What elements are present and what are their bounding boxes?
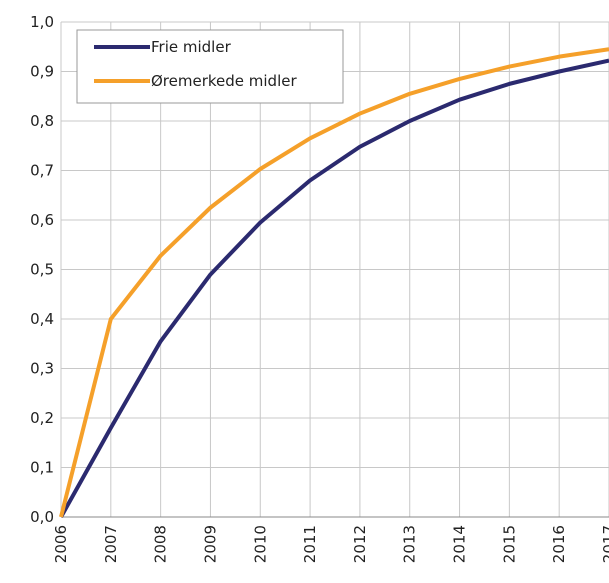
y-tick-label: 0,8	[30, 112, 54, 130]
x-tick-label: 2007	[102, 525, 120, 563]
y-tick-label: 0,6	[30, 211, 54, 229]
x-tick-label: 2006	[52, 525, 70, 563]
y-tick-label: 0,3	[30, 360, 54, 378]
y-tick-label: 0,2	[30, 409, 54, 427]
x-tick-label: 2012	[351, 525, 369, 563]
y-tick-label: 1,0	[30, 13, 54, 31]
y-tick-label: 0,5	[30, 261, 54, 279]
y-tick-label: 0,0	[30, 508, 54, 526]
legend-label: Øremerkede midler	[151, 72, 297, 90]
series-line	[59, 58, 609, 518]
x-tick-label: 2016	[550, 525, 568, 563]
y-tick-label: 0,7	[30, 162, 54, 180]
series-line	[59, 47, 609, 518]
x-tick-label: 2009	[201, 525, 219, 563]
y-tick-label: 0,9	[30, 63, 54, 81]
legend-box	[76, 29, 344, 104]
x-tick-label: 2013	[401, 525, 419, 563]
x-tick-label: 2015	[500, 525, 518, 563]
x-tick-label: 2017	[600, 525, 609, 563]
y-tick-label: 0,4	[30, 310, 54, 328]
x-tick-label: 2014	[451, 525, 469, 563]
legend: Frie midler Øremerkede midler	[76, 29, 344, 104]
x-tick-label: 2011	[301, 525, 319, 563]
legend-label: Frie midler	[151, 38, 232, 56]
x-tick-label: 2008	[152, 525, 170, 563]
y-tick-label: 0,1	[30, 459, 54, 477]
x-tick-label: 2010	[251, 525, 269, 563]
